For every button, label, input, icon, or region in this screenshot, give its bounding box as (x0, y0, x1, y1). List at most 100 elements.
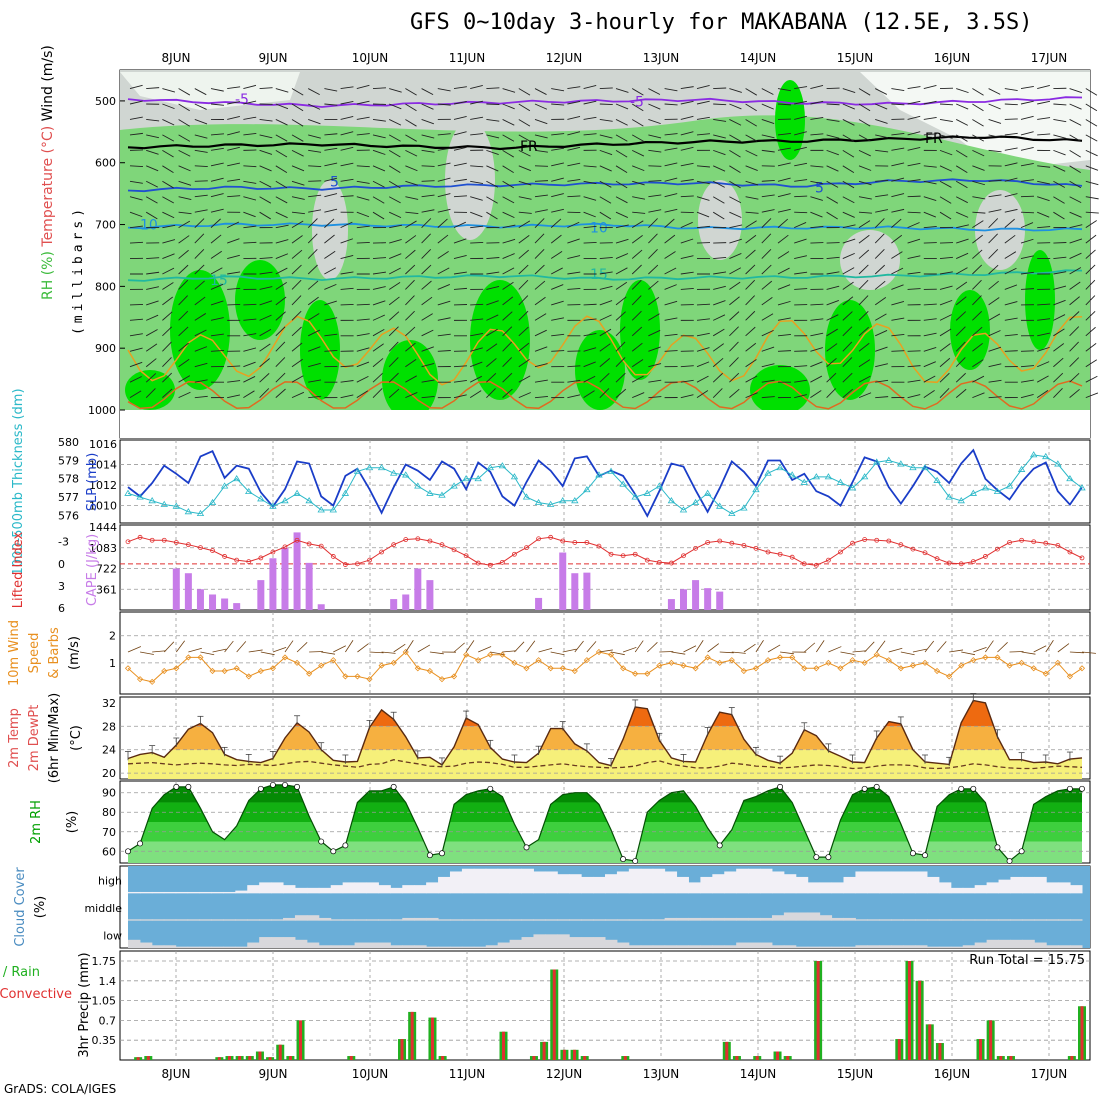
rh2m-point (716, 842, 723, 849)
wind-barb (761, 313, 774, 321)
wind-barb (1085, 326, 1096, 337)
wind-barb (453, 287, 467, 290)
thickness-point (281, 497, 289, 504)
rh2m-point (269, 781, 276, 788)
wind-barb (1004, 118, 1018, 120)
thickness-point (160, 500, 168, 507)
cloud-block-middle (426, 917, 439, 921)
wind10m-barb (780, 651, 795, 655)
wind-barb (729, 341, 739, 352)
cape-bar (317, 604, 325, 610)
wind-barb (308, 379, 322, 383)
wind-barb (794, 146, 807, 151)
wind-barb (972, 264, 983, 275)
wind10m-point (257, 667, 264, 675)
wind-barb (567, 86, 581, 89)
wind-barb (308, 395, 322, 399)
li-point (1043, 540, 1049, 546)
cloud-block-low (676, 945, 689, 948)
wind-barb (696, 84, 710, 89)
rh2m-point (426, 852, 433, 859)
wind10m-barb (888, 647, 903, 653)
cape-bar (426, 580, 434, 610)
wind-barb (615, 211, 629, 218)
cloud-block-middle (235, 919, 248, 921)
rh-tick-label: 60 (102, 845, 116, 858)
wind-barb (550, 234, 562, 244)
wind-barb (1004, 103, 1018, 106)
wind-barb (794, 131, 807, 136)
cloud-block-middle (1058, 919, 1071, 921)
wind-barb (502, 211, 515, 219)
wind-barb (939, 299, 953, 306)
cloud-block-middle (545, 919, 558, 921)
wind10m-barb (260, 651, 275, 656)
wind-barb (680, 195, 694, 198)
wind-barb (988, 149, 1002, 153)
wind-barb (632, 196, 646, 200)
wind-barb (550, 267, 563, 275)
cloud-block-low (449, 946, 463, 948)
wind10m-point (1066, 673, 1073, 680)
wind-barb (826, 242, 840, 244)
wind-barb (486, 300, 499, 306)
wind10m-barb (514, 641, 525, 653)
wind-barb (469, 390, 482, 399)
wind10m-barb (671, 651, 686, 655)
wind-barb (842, 165, 855, 173)
wind-barb (405, 134, 417, 142)
wind-barb (534, 88, 547, 95)
wind-barb (324, 317, 338, 321)
wind-barb (583, 165, 597, 168)
wind-barb (356, 390, 369, 399)
wind-barb (810, 390, 822, 399)
wind10m-barb (284, 640, 294, 653)
wind-barb (664, 177, 678, 182)
wind-barb (939, 211, 952, 220)
wind-barb (923, 318, 937, 321)
wind-barb (842, 372, 853, 383)
rh2m-point (173, 783, 180, 790)
wind-barb (567, 115, 581, 120)
cloud-block-high (855, 871, 868, 894)
wind-barb (955, 119, 968, 126)
wind-barb (1085, 165, 1099, 171)
wind-barb (745, 119, 757, 127)
wind-barb (534, 296, 546, 306)
cloud-block-high (891, 871, 904, 894)
date-label-bottom: 12JUN (546, 1067, 583, 1081)
wind-barb (372, 300, 386, 306)
y-tick-label: 900 (95, 342, 116, 355)
wind-barb (259, 149, 273, 155)
cape-bar (257, 580, 265, 610)
wind-barb (178, 295, 188, 306)
wind-barb (648, 134, 662, 139)
wind-barb (631, 220, 644, 229)
wind-barb (308, 103, 321, 110)
wind-barb (340, 86, 354, 89)
wind-barb (923, 196, 937, 201)
li-point (693, 545, 698, 551)
wind-barb (664, 350, 678, 352)
wind10m-point (475, 657, 482, 664)
wind-barb (631, 326, 643, 337)
rh-shade-light-patch (975, 190, 1025, 270)
wind-barb (810, 165, 824, 168)
cloud-block-middle (843, 917, 856, 921)
cloud-block-middle (402, 917, 415, 921)
rh2m-point (1006, 858, 1013, 864)
wind-barb (453, 394, 467, 399)
cloud-block-middle (139, 919, 153, 921)
wind-barb (567, 195, 581, 198)
wind-barb (729, 253, 742, 259)
wind-barb (729, 296, 740, 306)
wind-barb (243, 361, 256, 368)
wind10m-barb (949, 649, 964, 653)
wind-barb (275, 326, 286, 337)
thickness-point (583, 485, 591, 493)
li-point (487, 562, 493, 568)
wind10m-barb (152, 650, 167, 653)
wind-barb (745, 180, 759, 186)
rh-shade-bright (825, 300, 875, 400)
wind-barb (615, 180, 628, 189)
